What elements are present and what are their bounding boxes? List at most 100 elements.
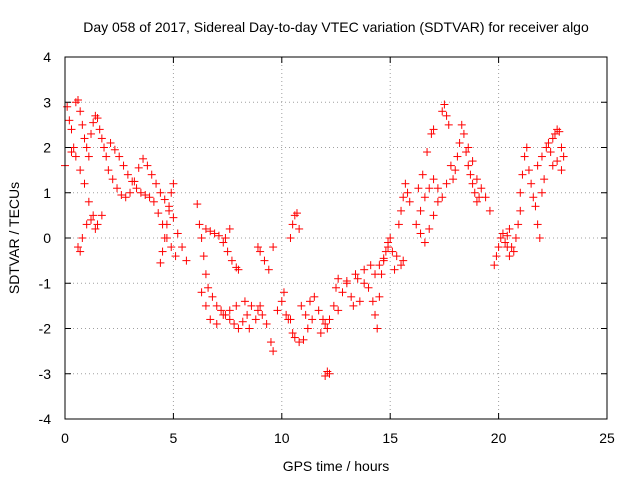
x-tick-label: 15 xyxy=(382,430,398,446)
data-point xyxy=(158,247,167,256)
data-point xyxy=(446,161,455,170)
y-tick-label: 1 xyxy=(43,185,51,201)
data-point xyxy=(69,143,78,152)
data-point xyxy=(332,283,340,292)
data-layer xyxy=(61,95,568,381)
data-point xyxy=(71,152,80,161)
data-point xyxy=(425,184,434,193)
data-point xyxy=(414,184,423,193)
data-point xyxy=(420,238,429,247)
data-point xyxy=(453,152,462,161)
data-point xyxy=(182,256,191,265)
data-point xyxy=(91,224,100,233)
data-point xyxy=(477,184,486,193)
data-point xyxy=(498,229,507,238)
data-point xyxy=(78,234,87,242)
data-point xyxy=(256,301,265,310)
data-point xyxy=(353,274,362,283)
data-point xyxy=(136,188,145,197)
data-point xyxy=(93,220,102,229)
data-point xyxy=(375,261,384,270)
data-point xyxy=(117,191,126,200)
data-point xyxy=(468,157,477,166)
data-point xyxy=(308,315,317,324)
data-point xyxy=(63,102,72,111)
data-point xyxy=(227,256,236,265)
data-point xyxy=(368,297,377,306)
grid-layer xyxy=(65,57,607,419)
y-tick-label: -2 xyxy=(39,321,52,337)
data-point xyxy=(160,195,169,204)
data-point xyxy=(325,369,334,378)
data-point xyxy=(535,234,544,242)
data-point xyxy=(464,161,473,170)
data-point xyxy=(102,152,111,161)
data-point xyxy=(269,243,278,252)
data-point xyxy=(290,211,299,220)
data-point xyxy=(555,127,564,136)
data-point xyxy=(206,315,215,324)
data-point xyxy=(440,100,449,109)
data-point xyxy=(412,220,421,229)
data-point xyxy=(156,258,165,267)
data-point xyxy=(253,306,262,315)
data-point xyxy=(522,143,531,152)
y-tick-label: -3 xyxy=(39,366,52,382)
data-point xyxy=(165,206,174,215)
data-point xyxy=(375,292,384,301)
data-point xyxy=(334,306,343,315)
data-point xyxy=(557,166,566,175)
data-point xyxy=(310,292,319,301)
data-point xyxy=(65,116,74,125)
data-point xyxy=(197,288,206,297)
data-point xyxy=(76,247,85,256)
data-point xyxy=(542,143,551,152)
data-point xyxy=(243,310,252,319)
data-point xyxy=(334,274,343,283)
data-point xyxy=(262,319,271,328)
data-point xyxy=(82,143,91,152)
data-point xyxy=(511,234,520,242)
data-point xyxy=(97,134,106,143)
data-point xyxy=(145,193,154,202)
data-point xyxy=(321,372,330,381)
data-point xyxy=(87,129,96,138)
x-tick-label: 25 xyxy=(599,430,615,446)
data-point xyxy=(379,254,388,263)
data-point xyxy=(509,247,518,256)
data-point xyxy=(360,265,369,274)
tick-layer: 0 5 10 15 20 25 -4 -3 -2 -1 0 1 2 3 4 xyxy=(39,49,615,446)
data-point xyxy=(279,288,288,297)
data-point xyxy=(89,211,98,220)
data-point xyxy=(371,310,380,319)
data-point xyxy=(464,143,473,152)
data-point xyxy=(347,292,356,301)
data-point xyxy=(338,288,347,297)
data-point xyxy=(247,301,256,310)
data-point xyxy=(299,335,308,344)
data-point xyxy=(201,224,210,233)
data-point xyxy=(288,329,297,338)
data-point xyxy=(147,170,156,179)
data-point xyxy=(323,367,332,376)
data-point xyxy=(167,188,176,197)
y-tick-label: -4 xyxy=(39,411,52,427)
data-point xyxy=(470,188,479,197)
data-point xyxy=(429,125,438,134)
data-point xyxy=(297,301,306,310)
data-point xyxy=(342,276,351,285)
data-point xyxy=(392,252,401,261)
data-point xyxy=(325,315,334,324)
data-point xyxy=(178,243,187,252)
data-point xyxy=(108,175,117,184)
data-point xyxy=(95,125,104,134)
data-point xyxy=(503,231,512,240)
data-point xyxy=(206,227,215,236)
data-point xyxy=(256,247,265,256)
data-point xyxy=(360,279,369,288)
data-point xyxy=(416,206,425,215)
data-point xyxy=(550,129,559,138)
data-point xyxy=(84,152,93,161)
data-point xyxy=(492,252,501,261)
data-point xyxy=(427,129,436,138)
